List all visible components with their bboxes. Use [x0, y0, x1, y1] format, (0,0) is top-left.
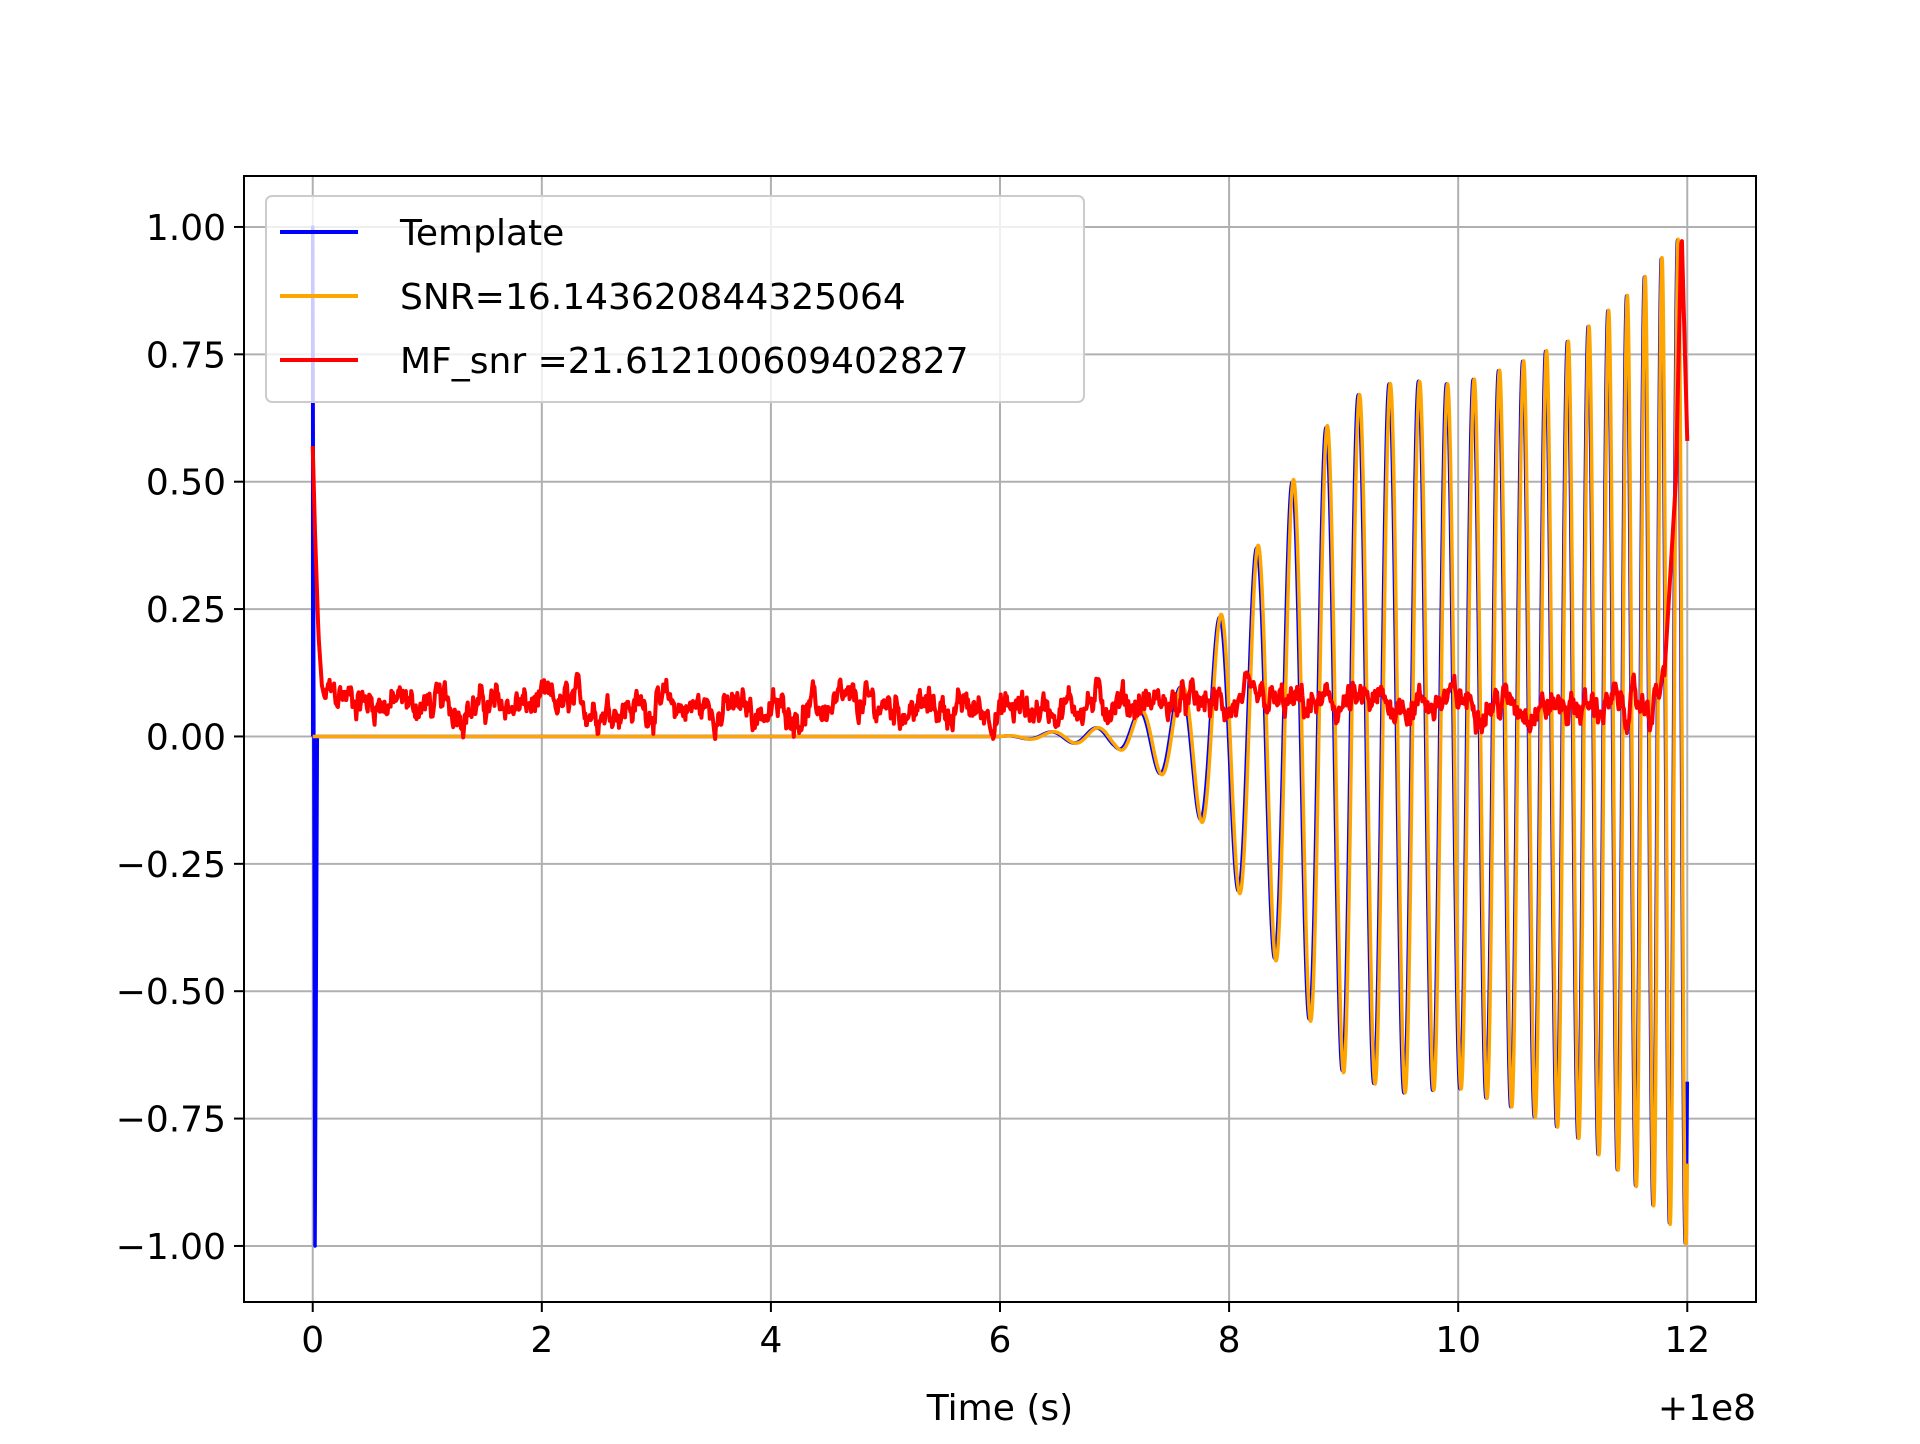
x-tick-label: 10: [1435, 1320, 1481, 1361]
x-tick-label: 4: [759, 1320, 782, 1361]
x-tick-label: 12: [1664, 1320, 1710, 1361]
y-tick-label: 0.50: [146, 463, 226, 504]
y-tick-label: −0.75: [116, 1100, 226, 1141]
legend: Template SNR=16.143620844325064 MF_snr =21…: [265, 195, 1085, 403]
x-tick-label: 0: [301, 1320, 324, 1361]
y-tick-label: −1.00: [116, 1227, 226, 1268]
y-tick-label: −0.25: [116, 845, 226, 886]
series-layer: [310, 225, 1690, 1248]
y-tick-label: 0.00: [146, 717, 226, 758]
legend-label: Template: [399, 213, 564, 254]
y-tick-label: 0.75: [146, 335, 226, 376]
x-axis-offset-label: +1e8: [1658, 1388, 1756, 1429]
x-tick-label: 8: [1218, 1320, 1241, 1361]
y-tick-label: −0.50: [116, 972, 226, 1013]
legend-box: [265, 195, 1085, 403]
x-axis-label: Time (s): [926, 1388, 1073, 1429]
legend-label: SNR=16.143620844325064: [400, 277, 906, 318]
ticks: 0 2 4 6 8 10 12 1.00 0.75 0.50 0.25 0.00 −0.25 −0.50 −…: [116, 208, 1711, 1361]
series-line-snr: [312, 237, 1690, 1246]
x-tick-label: 6: [989, 1320, 1012, 1361]
y-tick-label: 1.00: [146, 208, 226, 249]
legend-label: MF_snr =21.612100609402827: [400, 341, 969, 382]
x-tick-label: 2: [530, 1320, 553, 1361]
series-line-mf-snr: [310, 239, 1690, 741]
y-tick-label: 0.25: [146, 590, 226, 631]
